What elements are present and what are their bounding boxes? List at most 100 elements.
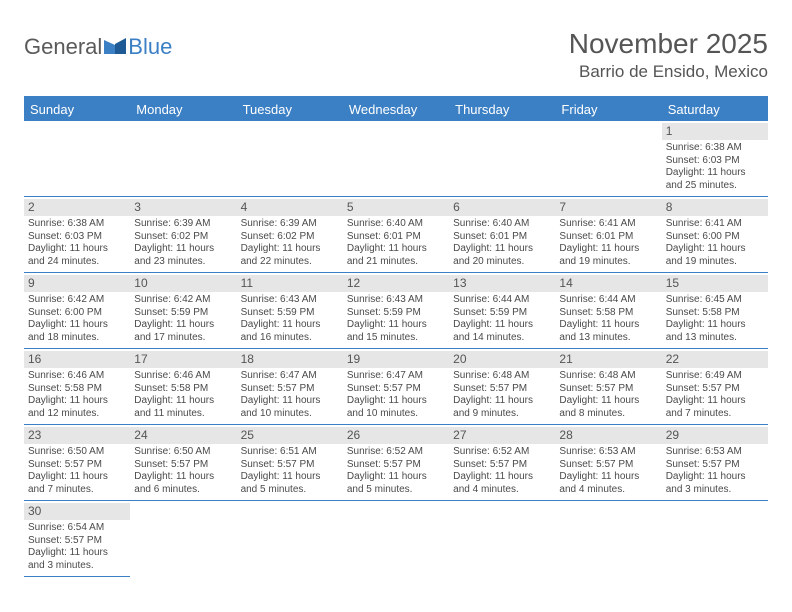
sunrise-line: Sunrise: 6:48 AM bbox=[559, 370, 657, 383]
daylight-line: Daylight: 11 hours and 14 minutes. bbox=[453, 319, 551, 344]
sunrise-line: Sunrise: 6:47 AM bbox=[347, 370, 445, 383]
sunrise-line: Sunrise: 6:47 AM bbox=[241, 370, 339, 383]
daylight-line: Daylight: 11 hours and 13 minutes. bbox=[666, 319, 764, 344]
calendar-cell: 28Sunrise: 6:53 AMSunset: 5:57 PMDayligh… bbox=[555, 425, 661, 501]
day-number: 11 bbox=[237, 275, 343, 292]
sunset-line: Sunset: 6:03 PM bbox=[28, 231, 126, 244]
day-header: Thursday bbox=[449, 98, 555, 121]
daylight-line: Daylight: 11 hours and 6 minutes. bbox=[134, 471, 232, 496]
calendar-cell: 3 Sunrise: 6:39 AMSunset: 6:02 PMDaylight… bbox=[130, 197, 236, 273]
calendar-cell: 11Sunrise: 6:43 AMSunset: 5:59 PMDayligh… bbox=[237, 273, 343, 349]
calendar-grid: SundayMondayTuesdayWednesdayThursdayFrid… bbox=[24, 96, 768, 577]
calendar-cell: 17 Sunrise: 6:46 AMSunset: 5:58 PMDayligh… bbox=[130, 349, 236, 425]
sunset-line: Sunset: 5:57 PM bbox=[347, 383, 445, 396]
day-number: 22 bbox=[662, 351, 768, 368]
sunrise-line: Sunrise: 6:38 AM bbox=[666, 142, 764, 155]
daylight-line: Daylight: 11 hours and 7 minutes. bbox=[666, 395, 764, 420]
day-number: 27 bbox=[449, 427, 555, 444]
daylight-line: Daylight: 11 hours and 21 minutes. bbox=[347, 243, 445, 268]
day-number: 30 bbox=[24, 503, 130, 520]
calendar-cell: 14Sunrise: 6:44 AMSunset: 5:58 PMDayligh… bbox=[555, 273, 661, 349]
daylight-line: Daylight: 11 hours and 16 minutes. bbox=[241, 319, 339, 344]
header: General Blue November 2025 Barrio de Ens… bbox=[24, 28, 768, 82]
daylight-line: Daylight: 11 hours and 10 minutes. bbox=[347, 395, 445, 420]
day-number: 29 bbox=[662, 427, 768, 444]
sunrise-line: Sunrise: 6:39 AM bbox=[134, 218, 232, 231]
calendar-cell: 8Sunrise: 6:41 AMSunset: 6:00 PMDaylight… bbox=[662, 197, 768, 273]
sunrise-line: Sunrise: 6:48 AM bbox=[453, 370, 551, 383]
calendar-cell: 27Sunrise: 6:52 AMSunset: 5:57 PMDayligh… bbox=[449, 425, 555, 501]
title-block: November 2025 Barrio de Ensido, Mexico bbox=[569, 28, 768, 82]
daylight-line: Daylight: 11 hours and 13 minutes. bbox=[559, 319, 657, 344]
calendar-cell: 16Sunrise: 6:46 AMSunset: 5:58 PMDayligh… bbox=[24, 349, 130, 425]
calendar-cell: 1Sunrise: 6:38 AMSunset: 6:03 PMDaylight… bbox=[662, 121, 768, 197]
sunrise-line: Sunrise: 6:53 AM bbox=[559, 446, 657, 459]
day-number: 4 bbox=[237, 199, 343, 216]
day-number: 17 bbox=[130, 351, 236, 368]
daylight-line: Daylight: 11 hours and 17 minutes. bbox=[134, 319, 232, 344]
day-number: 21 bbox=[555, 351, 661, 368]
calendar-cell: 25Sunrise: 6:51 AMSunset: 5:57 PMDayligh… bbox=[237, 425, 343, 501]
sunset-line: Sunset: 6:02 PM bbox=[241, 231, 339, 244]
day-number: 3 bbox=[130, 199, 236, 216]
sunset-line: Sunset: 5:57 PM bbox=[453, 383, 551, 396]
daylight-line: Daylight: 11 hours and 19 minutes. bbox=[666, 243, 764, 268]
day-header: Saturday bbox=[662, 98, 768, 121]
sunrise-line: Sunrise: 6:52 AM bbox=[453, 446, 551, 459]
sunrise-line: Sunrise: 6:43 AM bbox=[347, 294, 445, 307]
day-number: 9 bbox=[24, 275, 130, 292]
day-number: 18 bbox=[237, 351, 343, 368]
day-number: 10 bbox=[130, 275, 236, 292]
sunset-line: Sunset: 5:57 PM bbox=[28, 535, 126, 548]
calendar-cell-empty bbox=[24, 121, 130, 197]
calendar-cell: 7Sunrise: 6:41 AMSunset: 6:01 PMDaylight… bbox=[555, 197, 661, 273]
calendar-cell: 4Sunrise: 6:39 AMSunset: 6:02 PMDaylight… bbox=[237, 197, 343, 273]
sunset-line: Sunset: 6:02 PM bbox=[134, 231, 232, 244]
sunrise-line: Sunrise: 6:50 AM bbox=[28, 446, 126, 459]
calendar-cell: 18Sunrise: 6:47 AMSunset: 5:57 PMDayligh… bbox=[237, 349, 343, 425]
day-number: 24 bbox=[130, 427, 236, 444]
calendar-cell: 5Sunrise: 6:40 AMSunset: 6:01 PMDaylight… bbox=[343, 197, 449, 273]
sunrise-line: Sunrise: 6:46 AM bbox=[134, 370, 232, 383]
sunset-line: Sunset: 5:57 PM bbox=[559, 383, 657, 396]
sunrise-line: Sunrise: 6:51 AM bbox=[241, 446, 339, 459]
day-header: Friday bbox=[555, 98, 661, 121]
calendar-cell: 26Sunrise: 6:52 AMSunset: 5:57 PMDayligh… bbox=[343, 425, 449, 501]
day-header: Wednesday bbox=[343, 98, 449, 121]
sunrise-line: Sunrise: 6:45 AM bbox=[666, 294, 764, 307]
daylight-line: Daylight: 11 hours and 4 minutes. bbox=[559, 471, 657, 496]
location-subtitle: Barrio de Ensido, Mexico bbox=[569, 62, 768, 82]
day-header: Tuesday bbox=[237, 98, 343, 121]
sunrise-line: Sunrise: 6:43 AM bbox=[241, 294, 339, 307]
sunrise-line: Sunrise: 6:44 AM bbox=[453, 294, 551, 307]
logo-text-1: General bbox=[24, 34, 102, 60]
daylight-line: Daylight: 11 hours and 23 minutes. bbox=[134, 243, 232, 268]
daylight-line: Daylight: 11 hours and 4 minutes. bbox=[453, 471, 551, 496]
calendar-cell-empty bbox=[343, 121, 449, 197]
sunset-line: Sunset: 5:57 PM bbox=[666, 459, 764, 472]
sunset-line: Sunset: 6:01 PM bbox=[453, 231, 551, 244]
sunset-line: Sunset: 6:01 PM bbox=[559, 231, 657, 244]
day-number: 1 bbox=[662, 123, 768, 140]
daylight-line: Daylight: 11 hours and 24 minutes. bbox=[28, 243, 126, 268]
day-number: 15 bbox=[662, 275, 768, 292]
sunrise-line: Sunrise: 6:41 AM bbox=[666, 218, 764, 231]
calendar-cell-empty bbox=[130, 121, 236, 197]
sunset-line: Sunset: 5:57 PM bbox=[666, 383, 764, 396]
day-number: 28 bbox=[555, 427, 661, 444]
logo: General Blue bbox=[24, 28, 172, 60]
sunset-line: Sunset: 5:59 PM bbox=[134, 307, 232, 320]
calendar-cell: 10Sunrise: 6:42 AMSunset: 5:59 PMDayligh… bbox=[130, 273, 236, 349]
calendar-cell: 22Sunrise: 6:49 AMSunset: 5:57 PMDayligh… bbox=[662, 349, 768, 425]
sunset-line: Sunset: 5:58 PM bbox=[134, 383, 232, 396]
day-number: 7 bbox=[555, 199, 661, 216]
sunrise-line: Sunrise: 6:52 AM bbox=[347, 446, 445, 459]
daylight-line: Daylight: 11 hours and 11 minutes. bbox=[134, 395, 232, 420]
calendar-cell: 2Sunrise: 6:38 AMSunset: 6:03 PMDaylight… bbox=[24, 197, 130, 273]
sunset-line: Sunset: 5:57 PM bbox=[241, 459, 339, 472]
sunrise-line: Sunrise: 6:39 AM bbox=[241, 218, 339, 231]
daylight-line: Daylight: 11 hours and 10 minutes. bbox=[241, 395, 339, 420]
daylight-line: Daylight: 11 hours and 18 minutes. bbox=[28, 319, 126, 344]
day-number: 25 bbox=[237, 427, 343, 444]
sunset-line: Sunset: 5:59 PM bbox=[453, 307, 551, 320]
